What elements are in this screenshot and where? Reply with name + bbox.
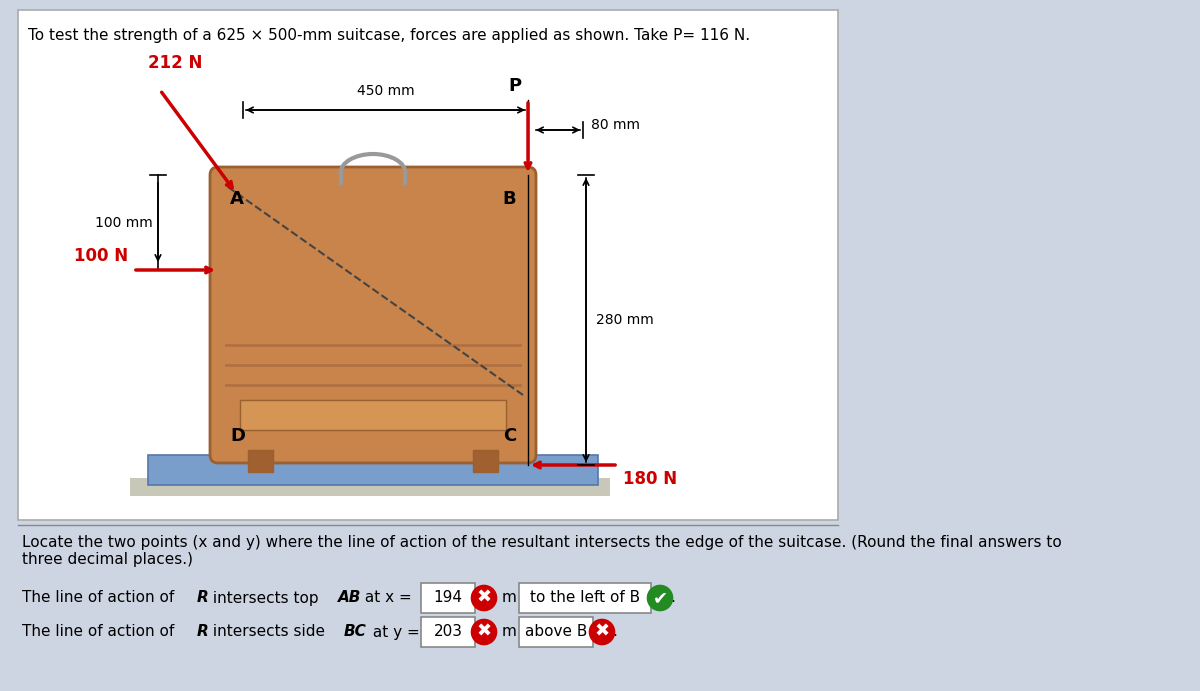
Text: The line of action of: The line of action of [22, 625, 179, 639]
Text: BC: BC [344, 625, 367, 639]
Text: 80 mm: 80 mm [592, 118, 640, 132]
Text: 280 mm: 280 mm [596, 313, 654, 327]
Text: 180 N: 180 N [623, 470, 677, 488]
Text: A: A [230, 190, 244, 208]
Text: 203: 203 [433, 625, 462, 639]
Text: intersects top: intersects top [208, 591, 324, 605]
Bar [473, 450, 498, 472]
Text: 212 N: 212 N [148, 54, 203, 72]
Text: 100 mm: 100 mm [95, 216, 154, 230]
FancyBboxPatch shape [421, 617, 475, 647]
Text: m: m [502, 591, 517, 605]
Text: R: R [197, 625, 209, 639]
Bar [240, 400, 506, 430]
Text: 194: 194 [433, 591, 462, 605]
Text: m: m [502, 625, 517, 639]
Text: P: P [509, 77, 522, 95]
Bar [148, 455, 598, 485]
Bar [248, 450, 274, 472]
Text: 450 mm: 450 mm [356, 84, 414, 98]
Text: ✖: ✖ [594, 623, 610, 641]
Text: B: B [503, 190, 516, 208]
Text: The line of action of: The line of action of [22, 591, 179, 605]
Bar [130, 478, 610, 496]
Text: to the left of B: to the left of B [530, 591, 640, 605]
Text: .: . [612, 625, 617, 639]
Text: at x =: at x = [360, 591, 412, 605]
FancyBboxPatch shape [520, 617, 593, 647]
Text: C: C [503, 427, 516, 445]
Text: To test the strength of a 625 × 500-mm suitcase, forces are applied as shown. Ta: To test the strength of a 625 × 500-mm s… [28, 28, 750, 43]
FancyBboxPatch shape [210, 167, 536, 463]
Text: ✖: ✖ [476, 589, 492, 607]
Text: D: D [230, 427, 245, 445]
Text: at y =: at y = [368, 625, 420, 639]
Text: above B: above B [524, 625, 587, 639]
Text: AB: AB [338, 591, 361, 605]
FancyBboxPatch shape [421, 583, 475, 613]
Text: ✖: ✖ [476, 623, 492, 641]
Text: R: R [197, 591, 209, 605]
Text: intersects side: intersects side [208, 625, 330, 639]
FancyBboxPatch shape [18, 10, 838, 520]
Text: .: . [670, 591, 674, 605]
FancyBboxPatch shape [520, 583, 650, 613]
Text: Locate the two points (x and y) where the line of action of the resultant inters: Locate the two points (x and y) where th… [22, 535, 1062, 567]
Text: 100 N: 100 N [74, 247, 128, 265]
Text: ✔: ✔ [653, 589, 667, 607]
